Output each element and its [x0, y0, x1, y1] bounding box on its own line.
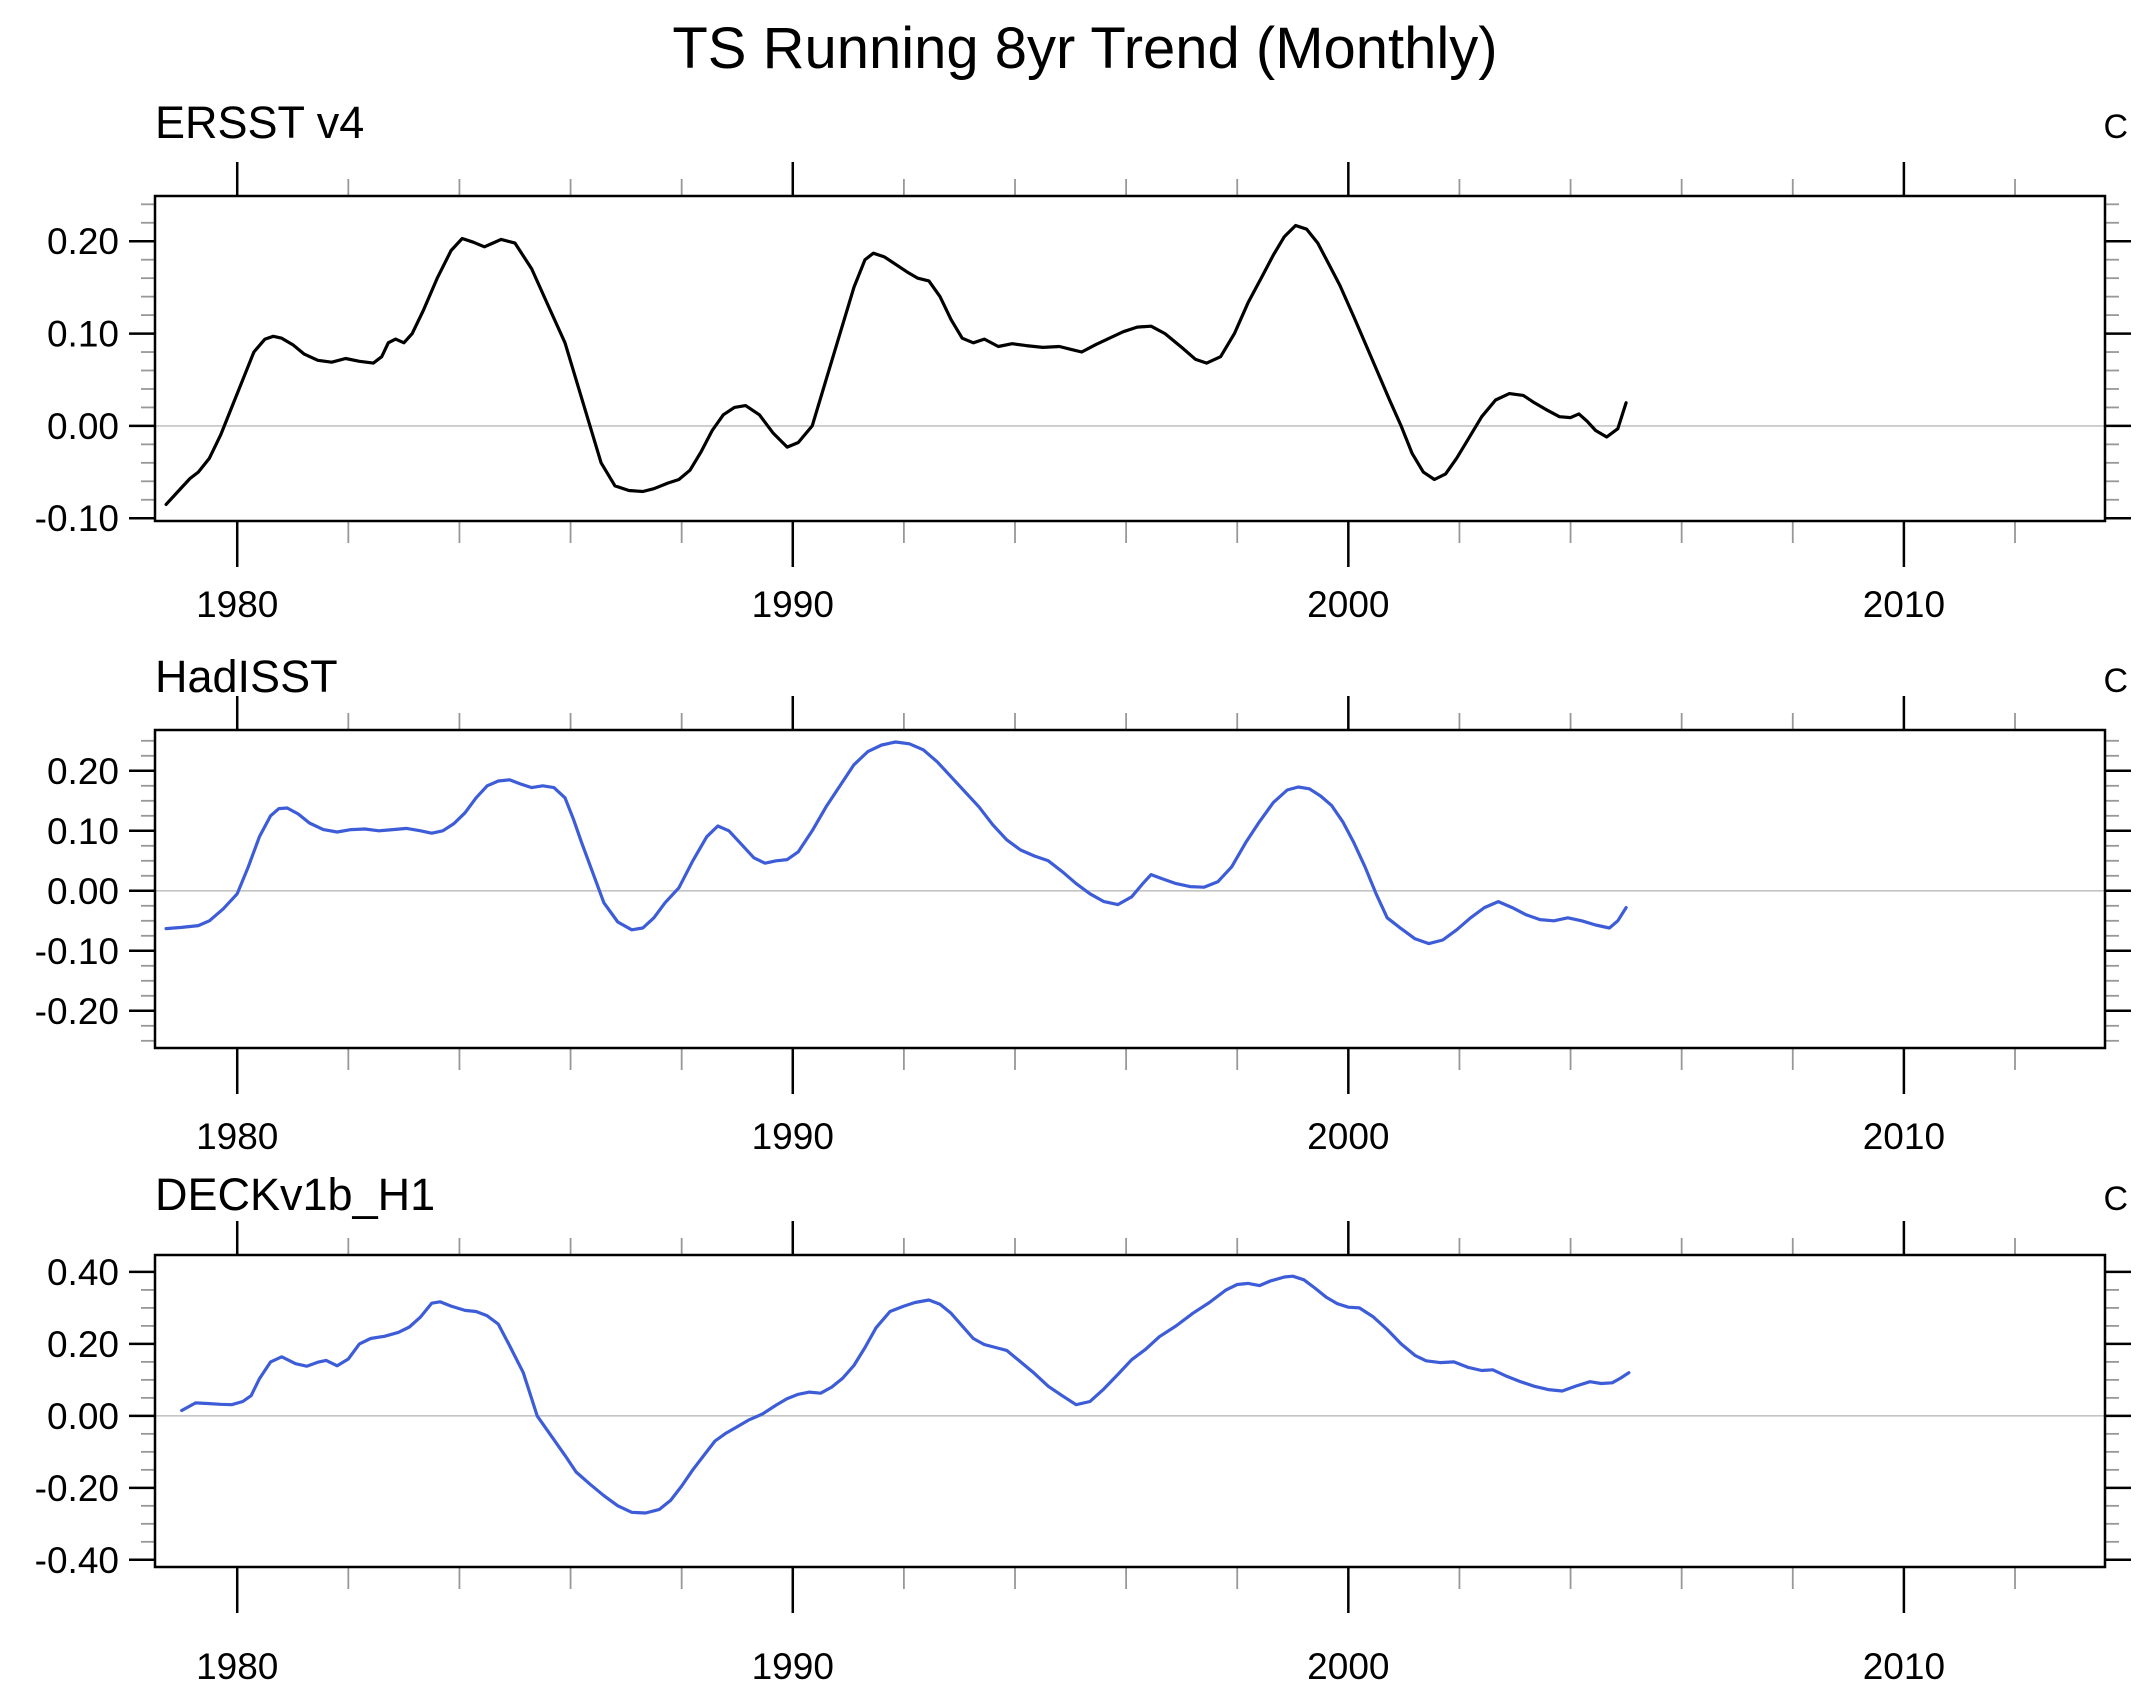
x-tick-label: 2010: [1863, 1116, 1945, 1157]
y-tick-label: -0.40: [35, 1540, 119, 1581]
y-tick-label: -0.20: [35, 991, 119, 1032]
panel-title-ersst-v4: ERSST v4: [155, 97, 364, 148]
panel-ersst-v4: 1980 1990 2000 2010 -0.10 0.00 0.10 0.20: [35, 162, 2131, 625]
x-tick-label: 1990: [752, 1116, 834, 1157]
unit-label-celsius: C: [2103, 1180, 2128, 1218]
y-tick-label: 0.00: [47, 406, 119, 447]
y-tick-label: 0.10: [47, 811, 119, 852]
plot-panels: 1980 1990 2000 2010 -0.10 0.00 0.10 0.20 1980 199…: [35, 162, 2131, 1685]
y-tick-label: 0.10: [47, 314, 119, 355]
y-tick-label: 0.40: [47, 1252, 119, 1293]
x-tick-label: 1980: [196, 1116, 278, 1157]
x-tick-label: 2010: [1863, 1646, 1945, 1685]
y-tick-label: 0.20: [47, 221, 119, 262]
panel-deckv1b-h1: 1980 1990 2000 2010 -0.40 -0.20 0.00 0.20 0.40: [35, 1221, 2131, 1685]
x-tick-label: 2000: [1307, 584, 1389, 625]
y-tick-label: 0.20: [47, 751, 119, 792]
plot-box: [153, 728, 2107, 1050]
plot-box: [153, 1253, 2107, 1569]
series-line-ersst-v4: [164, 223, 1628, 506]
y-tick-label: -0.20: [35, 1468, 119, 1509]
panel-title-hadisst: HadISST: [155, 651, 338, 702]
x-tick-label: 1980: [196, 584, 278, 625]
plot-box: [153, 194, 2107, 523]
x-tick-label: 1980: [196, 1646, 278, 1685]
x-tick-label: 1990: [752, 1646, 834, 1685]
panel-title-deckv1b-h1: DECKv1b_H1: [155, 1169, 435, 1220]
x-tick-label: 2000: [1307, 1646, 1389, 1685]
unit-label-celsius: C: [2103, 108, 2128, 146]
panel-hadisst: 1980 1990 2000 2010 -0.20 -0.10 0.00 0.10 0.20: [35, 696, 2131, 1157]
series-line-deckv1b-h1: [180, 1274, 1631, 1515]
y-tick-label: -0.10: [35, 498, 119, 539]
x-tick-label: 2010: [1863, 584, 1945, 625]
unit-label-celsius: C: [2103, 662, 2128, 700]
page-title: TS Running 8yr Trend (Monthly): [672, 16, 1497, 81]
x-tick-label: 2000: [1307, 1116, 1389, 1157]
y-tick-label: 0.00: [47, 871, 119, 912]
y-tick-label: 0.00: [47, 1396, 119, 1437]
series-line-hadisst: [164, 740, 1628, 946]
y-tick-label: 0.20: [47, 1324, 119, 1365]
x-tick-label: 1990: [752, 584, 834, 625]
y-tick-label: -0.10: [35, 931, 119, 972]
